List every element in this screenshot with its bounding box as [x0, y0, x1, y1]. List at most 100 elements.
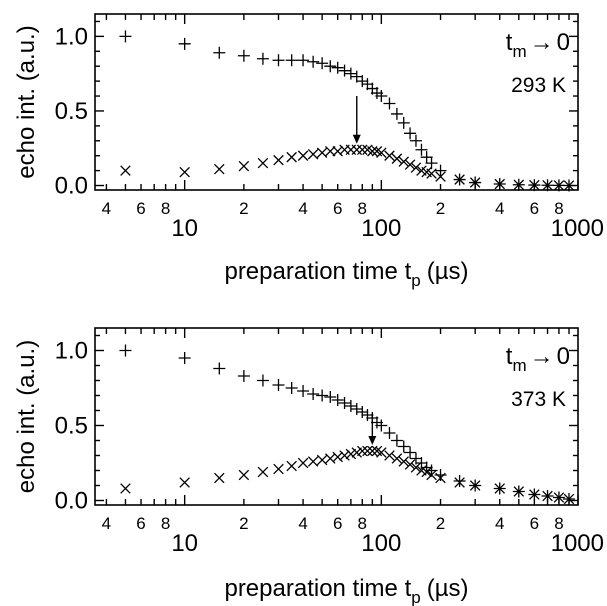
series-cross: [120, 144, 575, 191]
x-major-tick-label: 10: [171, 215, 198, 242]
data-point-cross: [404, 159, 416, 170]
data-point-cross: [357, 144, 368, 155]
x-minor-tick-label: 6: [530, 199, 539, 218]
x-minor-tick-label: 8: [358, 199, 367, 218]
data-point-cross: [410, 462, 422, 473]
data-point-cross: [325, 145, 336, 157]
plot-frame: [94, 13, 579, 191]
data-point-cross: [435, 472, 446, 484]
annotation-t: t: [506, 343, 513, 370]
data-point-cross: [332, 451, 343, 463]
annotation-tm-to-zero: tm → 0: [506, 343, 570, 375]
x-minor-tick-label: 8: [161, 199, 170, 218]
data-point-cross: [339, 450, 350, 461]
plot-frame: [94, 327, 579, 506]
data-point-plus: [237, 370, 250, 382]
y-tick-label: 0.0: [55, 488, 88, 515]
x-minor-tick-label: 8: [161, 514, 170, 533]
data-point-cross: [542, 179, 553, 191]
annotation-arrow: →: [530, 29, 554, 56]
y-tick-label: 1.0: [55, 338, 88, 365]
data-point-plus: [415, 143, 428, 156]
x-axis-label-unit: (µs): [427, 258, 469, 285]
data-point-cross: [426, 168, 437, 179]
data-point-cross: [332, 145, 343, 157]
data-point-cross: [316, 147, 328, 158]
data-point-plus: [361, 409, 374, 421]
series-plus: [119, 344, 576, 505]
data-point-plus: [344, 400, 357, 412]
data-point-plus: [285, 382, 298, 394]
annotation-arrow: →: [530, 343, 554, 370]
data-point-cross: [257, 466, 269, 478]
x-major-tick-label: 100: [361, 530, 401, 557]
data-point-plus: [307, 388, 320, 400]
data-point-plus: [434, 164, 447, 177]
data-point-plus: [434, 469, 447, 481]
data-point-plus: [356, 75, 369, 88]
data-point-cross: [435, 171, 446, 182]
series-cross: [120, 445, 575, 505]
x-minor-tick-label: 2: [436, 199, 445, 218]
data-point-plus: [324, 60, 337, 73]
temperature-label: 293 K: [511, 74, 566, 97]
data-point-cross: [307, 148, 319, 160]
data-point-cross: [179, 166, 190, 178]
x-minor-tick-label: 8: [358, 514, 367, 533]
x-axis-label-sub: p: [411, 588, 420, 606]
annotation-sub: m: [512, 356, 526, 375]
annotation-t: t: [506, 29, 513, 56]
x-axis-label-main: preparation time t: [224, 258, 411, 285]
data-point-plus: [297, 385, 310, 397]
data-point-cross: [351, 144, 363, 155]
data-point-plus: [272, 379, 285, 391]
data-point-plus: [316, 57, 329, 70]
data-point-plus: [178, 352, 191, 364]
data-point-plus: [404, 127, 417, 140]
x-minor-tick-label: 4: [102, 199, 111, 218]
data-point-plus: [256, 52, 269, 65]
data-point-cross: [238, 160, 250, 172]
annotation-zero: 0: [557, 29, 570, 56]
max-arrow-head: [352, 134, 361, 144]
data-point-cross: [494, 483, 505, 494]
data-point-cross: [120, 483, 131, 494]
data-point-plus: [213, 46, 226, 59]
x-minor-tick-label: 4: [495, 514, 504, 533]
x-minor-tick-label: 4: [298, 514, 307, 533]
x-minor-tick-label: 8: [554, 199, 563, 218]
data-point-cross: [179, 477, 190, 488]
data-point-cross: [214, 163, 225, 175]
data-point-cross: [357, 445, 368, 457]
data-point-cross: [376, 447, 387, 458]
x-minor-tick-label: 4: [495, 199, 504, 218]
data-point-cross: [367, 145, 378, 157]
data-point-cross: [316, 454, 328, 466]
annotation-zero: 0: [557, 343, 570, 370]
data-point-plus: [383, 97, 396, 110]
y-tick-label: 0.5: [55, 413, 88, 440]
series-plus: [119, 30, 576, 192]
data-point-cross: [563, 493, 575, 505]
x-axis-label-main: preparation time t: [224, 575, 411, 602]
data-point-plus: [397, 440, 410, 453]
data-point-cross: [376, 147, 387, 158]
data-point-cross: [469, 177, 481, 188]
data-point-cross: [286, 151, 297, 163]
x-major-tick-label: 1000: [551, 530, 604, 557]
data-point-plus: [425, 157, 438, 170]
data-point-cross: [494, 178, 505, 190]
data-point-plus: [237, 49, 250, 62]
data-point-cross: [553, 180, 565, 191]
data-point-plus: [307, 55, 320, 68]
data-point-plus: [375, 90, 388, 103]
data-point-plus: [331, 61, 344, 74]
data-point-plus: [383, 427, 396, 439]
data-point-cross: [362, 445, 373, 457]
data-point-cross: [297, 150, 309, 161]
data-point-cross: [404, 459, 416, 470]
